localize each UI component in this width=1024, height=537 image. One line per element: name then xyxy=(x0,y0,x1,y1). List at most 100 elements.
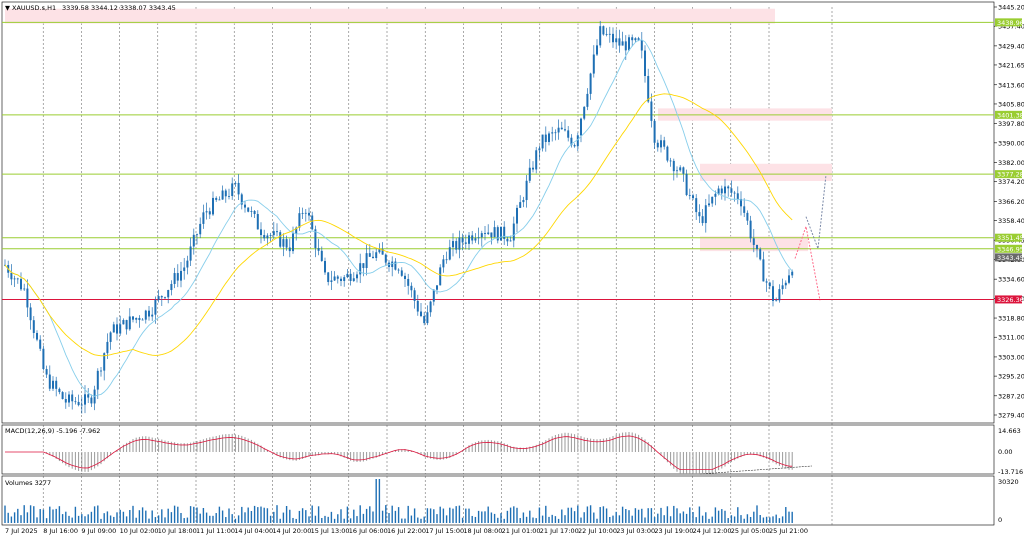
candle xyxy=(276,231,278,233)
candle xyxy=(772,286,774,301)
candle xyxy=(173,273,176,284)
candle xyxy=(132,316,134,320)
candle xyxy=(628,37,630,51)
candle xyxy=(96,370,99,390)
candle xyxy=(621,41,624,46)
candle xyxy=(170,283,173,291)
time-tick: 23 Jul 19:00 xyxy=(654,527,693,535)
candle xyxy=(458,237,461,250)
candle xyxy=(439,267,442,286)
candle xyxy=(410,285,413,291)
candle xyxy=(279,232,282,247)
candle xyxy=(116,324,118,334)
candle xyxy=(208,211,211,215)
candle xyxy=(80,404,83,406)
time-tick: 23 Jul 03:00 xyxy=(616,527,655,535)
candle xyxy=(509,240,512,242)
candle xyxy=(26,288,29,308)
candle xyxy=(551,132,554,134)
time-tick: 21 Jul 01:00 xyxy=(502,527,541,535)
candle xyxy=(295,227,298,234)
time-tick: 14 Jul 04:00 xyxy=(234,527,273,535)
candle xyxy=(301,213,304,214)
candle xyxy=(733,192,736,194)
candle xyxy=(464,242,467,244)
candle xyxy=(212,197,214,215)
candle xyxy=(407,278,410,286)
candle xyxy=(714,193,717,197)
candle xyxy=(263,235,266,239)
candle xyxy=(68,394,70,403)
candle xyxy=(666,146,669,161)
candle xyxy=(45,369,48,375)
candle xyxy=(583,106,586,119)
time-tick: 8 Jul 16:00 xyxy=(43,527,78,535)
time-tick: 14 Jul 20:00 xyxy=(272,527,311,535)
candle xyxy=(615,38,618,43)
candle xyxy=(55,380,58,389)
candle xyxy=(244,204,246,208)
candle xyxy=(416,300,419,312)
candle xyxy=(612,33,614,43)
candle xyxy=(487,232,490,235)
volume-axis-top: 30320 xyxy=(998,478,1019,486)
candle xyxy=(164,297,166,299)
candle xyxy=(100,370,102,372)
candle xyxy=(372,256,374,259)
candle xyxy=(138,317,141,321)
candle xyxy=(343,277,346,282)
candle xyxy=(87,394,90,398)
candle xyxy=(365,253,368,269)
candle xyxy=(557,127,560,133)
candle xyxy=(727,186,730,189)
candle xyxy=(250,211,253,212)
candle xyxy=(704,205,707,224)
price-tick: 3374.20 xyxy=(998,178,1024,186)
candle xyxy=(493,227,496,238)
candle xyxy=(404,275,406,279)
candle xyxy=(272,231,275,236)
chart-symbol-dropdown-icon[interactable]: ▼ xyxy=(5,4,10,12)
candle xyxy=(448,247,451,260)
macd-axis-top: 14.663 xyxy=(998,427,1021,435)
candle xyxy=(692,195,694,199)
candle xyxy=(196,234,198,236)
candle xyxy=(496,227,499,241)
candle xyxy=(637,38,640,40)
candle xyxy=(199,223,202,235)
time-tick: 25 Jul 21:00 xyxy=(769,527,808,535)
candle xyxy=(324,260,326,273)
candle xyxy=(688,194,691,196)
candle xyxy=(202,212,205,224)
price-tick: 3295.20 xyxy=(998,373,1024,381)
candle xyxy=(237,182,240,195)
price-tick: 3311.00 xyxy=(998,334,1024,342)
candle xyxy=(445,259,448,261)
candle xyxy=(128,316,131,330)
level-price-tag: 3377.28 xyxy=(997,171,1024,179)
candle xyxy=(602,26,605,35)
candle xyxy=(192,234,195,247)
candle xyxy=(560,127,563,130)
candle xyxy=(314,229,317,249)
candle xyxy=(468,235,470,244)
candle xyxy=(452,241,454,248)
candle xyxy=(644,50,646,76)
candle xyxy=(269,235,272,236)
candle xyxy=(528,167,531,181)
candle xyxy=(743,206,746,213)
candle xyxy=(576,135,579,147)
candle xyxy=(570,137,573,146)
price-tick: 3429.40 xyxy=(998,42,1024,50)
candle xyxy=(522,200,525,203)
price-tick: 3405.80 xyxy=(998,100,1024,108)
time-tick: 17 Jul 15:00 xyxy=(425,527,464,535)
candle xyxy=(695,198,698,213)
candle xyxy=(176,273,179,281)
candle xyxy=(42,348,45,370)
candle xyxy=(362,263,365,269)
candle xyxy=(762,259,765,282)
candle xyxy=(436,285,438,290)
candle xyxy=(720,188,723,194)
